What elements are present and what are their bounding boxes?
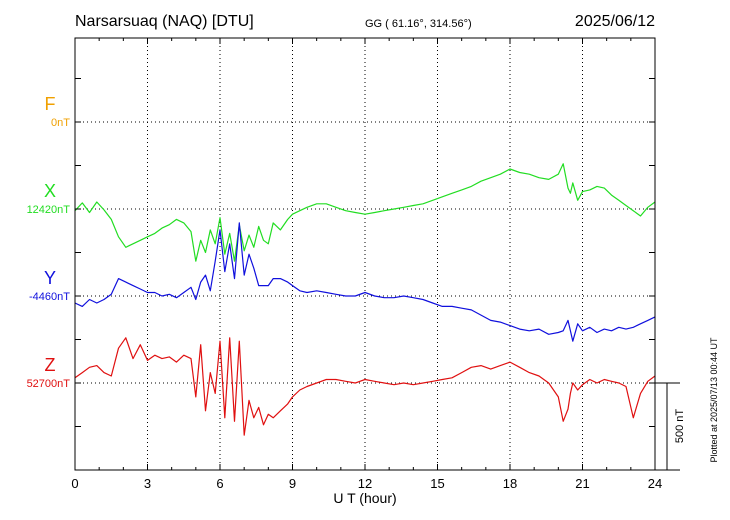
x-tick-label: 18 [503, 476, 517, 491]
station-title: Narsarsuaq (NAQ) [DTU] [75, 13, 254, 30]
channel-labels: F 0nT X 12420nT Y -4460nT Z 52700nT [27, 94, 71, 390]
geo-coords: GG ( 61.16°, 314.56°) [365, 18, 472, 30]
channel-y-label: Y [44, 268, 56, 288]
date-label: 2025/06/12 [575, 13, 655, 30]
ticks: 0 3 6 9 12 15 18 21 24 [71, 38, 662, 491]
series-x-line [74, 163, 656, 262]
x-tick-label: 3 [144, 476, 151, 491]
series-y-line [74, 222, 656, 342]
channel-x-label: X [44, 181, 56, 201]
series-layer [74, 163, 656, 436]
channel-f-label: F [45, 94, 56, 114]
x-tick-label: 15 [430, 476, 444, 491]
series-z-line [74, 337, 656, 436]
scale-bar: 500 nT [655, 382, 686, 471]
channel-y-baseline: -4460nT [29, 291, 70, 303]
channel-x-baseline: 12420nT [27, 204, 71, 216]
scale-bar-label: 500 nT [674, 409, 686, 444]
x-axis-label: U T (hour) [333, 490, 396, 506]
x-tick-label: 21 [575, 476, 589, 491]
x-tick-label: 12 [358, 476, 372, 491]
x-tick-label: 6 [216, 476, 223, 491]
channel-z-label: Z [45, 355, 56, 375]
x-tick-label: 24 [648, 476, 662, 491]
x-tick-label: 9 [289, 476, 296, 491]
plotted-timestamp: Plotted at 2025/07/13 00:44 UT [709, 337, 719, 463]
channel-f-baseline: 0nT [51, 117, 70, 129]
x-tick-label: 0 [71, 476, 78, 491]
channel-z-baseline: 52700nT [27, 378, 71, 390]
